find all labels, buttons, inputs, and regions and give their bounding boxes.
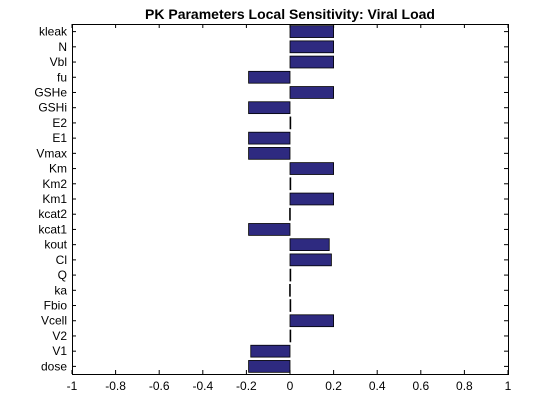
y-tick-label-e2: E2 (52, 116, 67, 130)
x-tick-label: 1 (505, 379, 512, 393)
bar-kcat2 (289, 207, 291, 221)
y-tick-label-kcat1: kcat1 (38, 222, 67, 236)
y-tick-label-n: N (58, 40, 67, 54)
y-tick-label-km1: Km1 (42, 192, 67, 206)
bar-q (289, 268, 292, 282)
ticks-layer (71, 24, 509, 374)
bar-kleak (289, 25, 334, 38)
bar-gshi (248, 101, 291, 115)
bar-vcell (289, 314, 334, 328)
bar-km2 (289, 177, 292, 191)
y-tick-label-km: Km (49, 162, 67, 176)
y-tick-label-fbio: Fbio (44, 299, 68, 313)
bar-km1 (289, 192, 334, 206)
y-tick-label-v2: V2 (52, 329, 67, 343)
y-tick-label-kleak: kleak (39, 25, 68, 39)
x-tick-label: -0.8 (105, 379, 126, 393)
bar-ka (289, 283, 291, 297)
bar-e2 (289, 116, 292, 130)
x-tick-label: 0.4 (369, 379, 386, 393)
y-tick-label-q: Q (58, 268, 67, 282)
y-tick-label-kcat2: kcat2 (38, 207, 67, 221)
bar-fu (248, 70, 291, 84)
x-tick-label: 0 (287, 379, 294, 393)
x-tick-label: 0.2 (325, 379, 342, 393)
x-tick-label: -0.4 (192, 379, 213, 393)
y-tick-label-vcell: Vcell (41, 314, 67, 328)
bar-fbio (289, 299, 292, 312)
y-tick-label-cl: Cl (56, 253, 67, 267)
bar-vbl (289, 55, 334, 69)
bar-cl (289, 253, 332, 267)
bar-kcat1 (248, 223, 291, 236)
y-tick-label-ka: ka (54, 283, 67, 297)
y-tick-label-vbl: Vbl (50, 55, 67, 69)
bar-vmax (248, 147, 291, 160)
y-tick-label-gshe: GSHe (34, 85, 67, 99)
y-tick-label-fu: fu (57, 70, 67, 84)
bar-n (289, 40, 334, 54)
chart-title: PK Parameters Local Sensitivity: Viral L… (145, 6, 435, 22)
y-tick-label-e1: E1 (52, 131, 67, 145)
bar-dose (248, 360, 291, 373)
y-tick-label-kout: kout (44, 238, 67, 252)
x-tick-label: 0.8 (456, 379, 473, 393)
y-tick-label-vmax: Vmax (36, 146, 67, 160)
bar-kout (289, 238, 330, 251)
bar-v2 (289, 329, 292, 343)
bar-km (289, 162, 334, 175)
y-tick-label-km2: Km2 (42, 177, 67, 191)
y-tick-label-dose: dose (41, 359, 67, 373)
x-tick-label: -1 (67, 379, 78, 393)
bar-v1 (250, 344, 291, 358)
bar-e1 (248, 131, 291, 145)
y-tick-label-gshi: GSHi (38, 101, 67, 115)
x-tick-label: -0.2 (236, 379, 257, 393)
x-tick-label: -0.6 (149, 379, 170, 393)
bar-gshe (289, 86, 334, 99)
y-tick-label-v1: V1 (52, 344, 67, 358)
bars-layer (248, 25, 334, 373)
x-tick-label: 0.6 (412, 379, 429, 393)
